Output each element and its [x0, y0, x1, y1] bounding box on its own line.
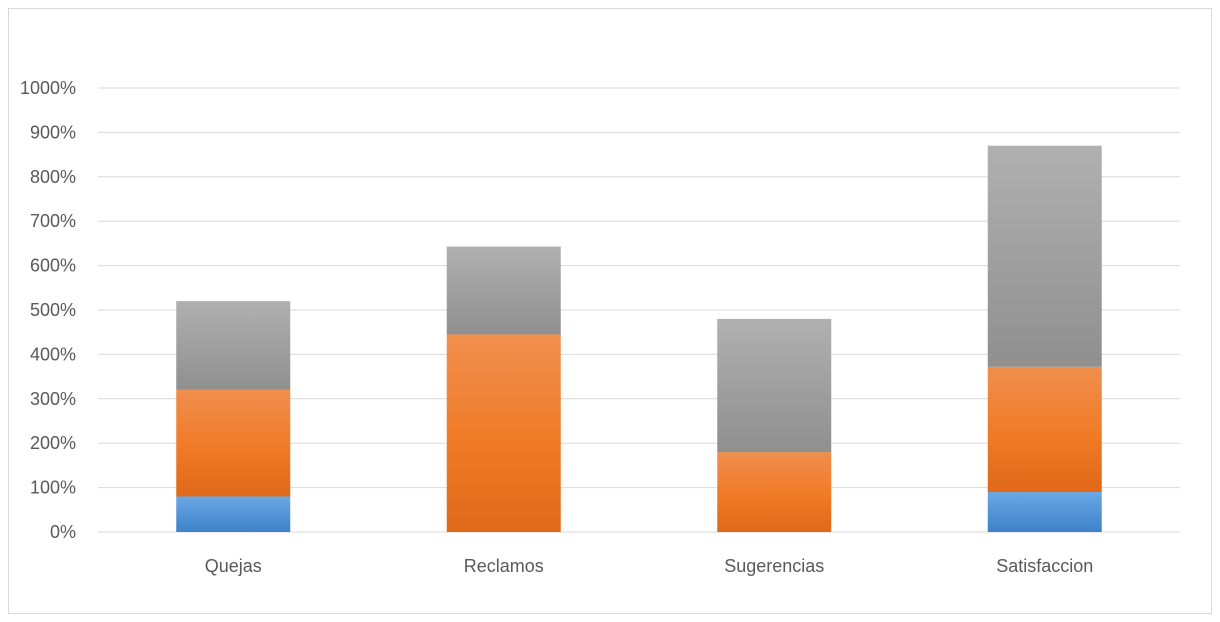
y-tick-label: 200% [30, 433, 76, 453]
bar-segment-reclamos-3 [446, 246, 561, 335]
x-axis: Quejas Reclamos Sugerencias Satisfaccion [205, 556, 1094, 576]
y-tick-label: 800% [30, 167, 76, 187]
bar-segment-sugerencias-2 [717, 452, 832, 532]
y-tick-label: 500% [30, 300, 76, 320]
y-tick-label: 100% [30, 478, 76, 498]
y-tick-label: 300% [30, 389, 76, 409]
bar-segment-quejas-2 [176, 389, 291, 497]
y-tick-label: 700% [30, 211, 76, 231]
y-tick-label: 0% [50, 522, 76, 542]
bar-segment-quejas-3 [176, 301, 291, 390]
bar-segment-satisfaccion-3 [987, 145, 1102, 367]
x-category-label: Satisfaccion [996, 556, 1093, 576]
y-tick-label: 400% [30, 344, 76, 364]
x-category-label: Sugerencias [724, 556, 824, 576]
x-category-label: Quejas [205, 556, 262, 576]
x-category-label: Reclamos [464, 556, 544, 576]
bar-segment-satisfaccion-2 [987, 366, 1102, 493]
bars [176, 145, 1102, 532]
bar-segment-sugerencias-3 [717, 318, 832, 453]
y-axis: 0% 100% 200% 300% 400% 500% 600% 700% 800% 900% 10… [20, 78, 76, 542]
y-tick-label: 1000% [20, 78, 76, 98]
y-tick-label: 900% [30, 122, 76, 142]
bar-segment-quejas-1 [176, 496, 291, 532]
bar-segment-reclamos-2 [446, 334, 561, 532]
bar-segment-satisfaccion-1 [987, 492, 1102, 532]
y-tick-label: 600% [30, 256, 76, 276]
